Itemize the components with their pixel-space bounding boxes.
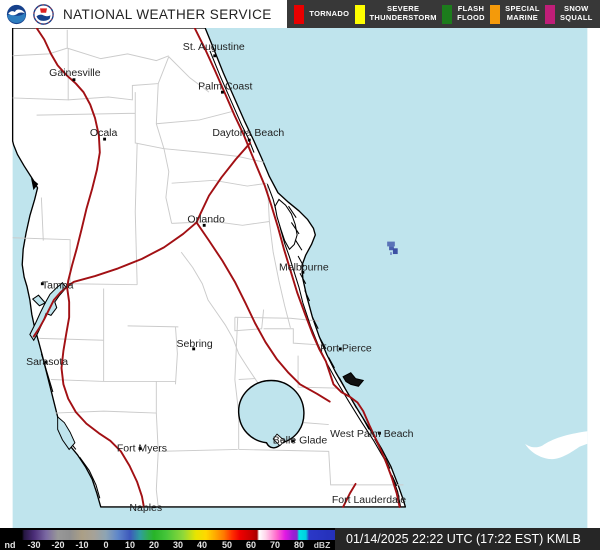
- bottom-bar: dBZ nd -30 -20 -10 0 10 20 30 40 50 60 70 80 01/14/2…: [0, 528, 600, 550]
- coastal-waterway-detail: [30, 50, 402, 508]
- scale-tick-80: 80: [293, 540, 305, 550]
- city-dot: [138, 447, 142, 450]
- radar-echo-cell: [390, 252, 392, 256]
- radar-echo: [387, 241, 398, 256]
- scale-tick-50: 50: [221, 540, 233, 550]
- nws-logo[interactable]: [33, 3, 54, 25]
- legend-swatch: [354, 4, 365, 24]
- scale-unit-label: dBZ: [313, 540, 331, 550]
- legend-label: SNOW SQUALL: [559, 4, 593, 22]
- scale-tick-10: 10: [124, 540, 136, 550]
- legend-item-snow-squall: SNOW SQUALL: [544, 4, 593, 24]
- city-label: Fort Myers: [117, 442, 167, 454]
- city-label: Daytona Beach: [212, 127, 284, 139]
- city-label: Belle Glade: [273, 435, 328, 447]
- radar-echo-cell: [387, 241, 395, 247]
- city-label: Palm Coast: [198, 80, 252, 92]
- timestamp-status: 01/14/2025 22:22 UTC (17:22 EST) KMLB: [335, 528, 600, 550]
- scale-tick-30: 30: [172, 540, 184, 550]
- city-dot: [301, 270, 305, 274]
- city-dot: [72, 78, 76, 82]
- city-dot: [247, 138, 251, 142]
- city-label: Ocala: [90, 127, 118, 139]
- scale-tick--10: -10: [75, 540, 89, 550]
- city-dots: [40, 54, 381, 450]
- scale-tick-40: 40: [196, 540, 208, 550]
- radar-echo-cell: [392, 248, 398, 255]
- city-label: Fort Pierce: [320, 343, 372, 355]
- legend-swatch: [490, 4, 501, 24]
- legend-item-tornado: TORNADO: [294, 4, 350, 24]
- lake-okeechobee: [237, 379, 305, 449]
- city-dot: [378, 431, 381, 435]
- reflectivity-gradient-bar: [0, 530, 335, 540]
- radar-echo-cell: [389, 246, 394, 251]
- warning-legend: TORNADO SEVERE THUNDERSTORM FLASH FLOOD SPE…: [287, 0, 600, 28]
- legend-item-flash-flood: FLASH FLOOD: [442, 4, 485, 24]
- charlotte-harbor: [57, 415, 76, 451]
- city-label: Orlando: [187, 213, 225, 225]
- city-dot: [44, 360, 48, 364]
- header-bar: NATIONAL WEATHER SERVICE TORNADO SEVERE T…: [0, 0, 600, 28]
- radar-map-canvas[interactable]: St. Augustine Gainesville Palm Coast Ocala D…: [0, 28, 600, 528]
- app-title: NATIONAL WEATHER SERVICE: [63, 6, 272, 22]
- city-label: St. Augustine: [183, 41, 245, 53]
- city-dot: [213, 54, 217, 58]
- city-label: Fort Lauderdale: [332, 494, 406, 506]
- legend-item-special-marine: SPECIAL MARINE: [490, 4, 540, 24]
- city-labels: St. Augustine Gainesville Palm Coast Ocala D…: [26, 41, 414, 514]
- legend-item-severe-thunderstorm: SEVERE THUNDERSTORM: [354, 4, 437, 24]
- legend-label: SEVERE THUNDERSTORM: [369, 4, 437, 22]
- city-label: Melbourne: [279, 261, 329, 273]
- bahama-bank-landmass: [525, 431, 588, 460]
- highway-i95: [193, 28, 401, 508]
- scale-tick-70: 70: [269, 540, 281, 550]
- header-branding: NATIONAL WEATHER SERVICE: [0, 0, 287, 28]
- highway-i75: [35, 28, 145, 508]
- city-dot: [202, 223, 206, 227]
- city-label: Tampa: [42, 280, 74, 292]
- interstate-highways: [32, 28, 401, 508]
- scale-tick--30: -30: [27, 540, 41, 550]
- legend-label: SPECIAL MARINE: [505, 4, 540, 22]
- reflectivity-scale: dBZ nd -30 -20 -10 0 10 20 30 40 50 60 70 80: [0, 528, 335, 550]
- highway-i595: [342, 482, 357, 508]
- legend-label: FLASH FLOOD: [457, 4, 485, 22]
- legend-swatch: [294, 4, 305, 24]
- scale-tick-nd: nd: [4, 540, 16, 550]
- city-dot: [338, 347, 342, 351]
- city-label: Sebring: [177, 338, 213, 350]
- scale-tick--20: -20: [51, 540, 65, 550]
- city-label: West Palm Beach: [330, 428, 414, 440]
- legend-swatch: [442, 4, 453, 24]
- city-label: Sarasota: [26, 356, 68, 368]
- legend-swatch: [544, 4, 555, 24]
- city-dot: [192, 347, 196, 351]
- noaa-logo[interactable]: [6, 4, 27, 25]
- city-label: Naples: [129, 502, 162, 514]
- city-dot: [103, 137, 107, 141]
- highway-i4: [67, 141, 252, 287]
- scale-tick-20: 20: [148, 540, 160, 550]
- city-dot: [220, 90, 224, 94]
- legend-label: TORNADO: [309, 8, 350, 18]
- scale-tick-0: 0: [103, 540, 109, 550]
- county-borders: [12, 29, 404, 507]
- city-label: Gainesville: [49, 67, 101, 79]
- city-dot: [291, 439, 295, 443]
- city-dot: [40, 282, 44, 286]
- highway-i275: [32, 284, 70, 338]
- scale-tick-60: 60: [245, 540, 257, 550]
- highway-turnpike: [195, 221, 331, 403]
